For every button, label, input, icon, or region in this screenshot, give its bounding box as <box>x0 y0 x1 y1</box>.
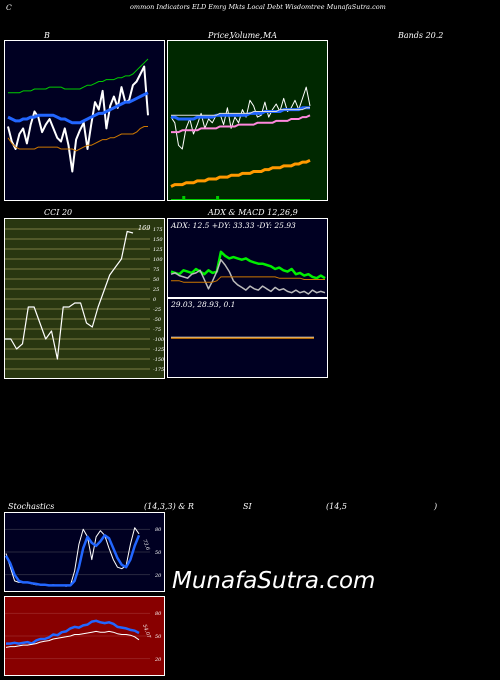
cci-tick-label: 0 <box>153 297 157 303</box>
stoch-tick-label: 20 <box>154 573 162 579</box>
cci-panel <box>4 218 165 379</box>
label-adx-macd: ADX & MACD 12,26,9 <box>208 208 298 217</box>
label-b: B <box>44 31 50 40</box>
rsi-tick-label: 80 <box>155 611 162 617</box>
cci-tick-label: 75 <box>153 267 159 273</box>
cci-tick-label: 25 <box>152 287 159 293</box>
adx-di-line <box>170 258 326 295</box>
price-ma_pink-line <box>171 114 311 134</box>
cci-tick-label: -100 <box>153 337 165 343</box>
stoch-tick-label: 50 <box>155 550 162 556</box>
cci-tick-label: -25 <box>153 307 161 313</box>
label-stoch-params: (14,3,3) & R <box>144 502 194 511</box>
volume-bar <box>182 196 186 200</box>
rsi-mfi-line <box>6 619 140 645</box>
cci-line <box>5 230 134 360</box>
cci-tick-label: -75 <box>153 327 161 333</box>
watermark: MunafaSutra.com <box>172 568 376 594</box>
stoch-tick-label: 80 <box>155 527 162 533</box>
stoch-last-label: 73.6 <box>141 539 151 552</box>
bollinger-lower-line <box>7 126 148 152</box>
adx-di-line <box>170 250 326 280</box>
cci-tick-label: -175 <box>153 367 164 373</box>
rsi-tick-label: 20 <box>154 657 162 663</box>
bollinger-upper-line <box>8 58 149 94</box>
label-rsi-close: ) <box>434 502 438 511</box>
bollinger-close-line <box>7 65 149 173</box>
label-rsi-params: (14,5 <box>326 502 347 511</box>
rsi-rsi-line <box>5 630 140 648</box>
label-price: Price, <box>208 31 232 40</box>
price-ma_orange-line <box>170 158 311 188</box>
cci-tick-label: -50 <box>153 317 162 323</box>
cci-tick-label: -150 <box>153 357 165 363</box>
cci-tick-label: 175 <box>153 227 163 233</box>
adx-adx-line <box>171 276 325 283</box>
bollinger-middle-line <box>7 91 149 125</box>
label-stoch: Stochastics <box>8 502 55 511</box>
header-c: C <box>6 3 12 12</box>
cci-tick-label: 125 <box>153 247 163 253</box>
label-volume: Volume, <box>230 31 263 40</box>
cci-last-label: 169 <box>138 224 150 232</box>
adx-values: ADX: 12.5 +DY: 33.33 -DY: 25.93 <box>171 221 296 230</box>
cci-tick-label: 150 <box>153 237 163 243</box>
cci-tick-label: 50 <box>153 277 160 283</box>
rsi-last-label: 54.07 <box>141 624 152 640</box>
label-si: SI <box>243 502 252 511</box>
cci-tick-label: 100 <box>153 257 163 263</box>
volume-bar <box>216 196 220 200</box>
label-cci: CCI 20 <box>44 208 73 217</box>
rsi-tick-label: 50 <box>155 634 162 640</box>
price-ma_white-line <box>171 107 310 116</box>
stoch-d-line <box>4 534 141 587</box>
stoch-k-line <box>5 527 140 587</box>
cci-tick-label: -125 <box>153 347 164 353</box>
volume-baseline <box>171 199 310 200</box>
header-title: ommon Indicators ELD Emrg Mkts Local Deb… <box>130 3 386 11</box>
label-bands: Bands 20.2 <box>398 31 444 40</box>
label-ma: MA <box>263 31 277 40</box>
macd-values: 29.03, 28.93, 0.1 <box>171 300 236 309</box>
